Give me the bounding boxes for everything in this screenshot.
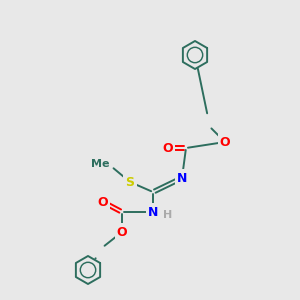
Text: O: O [98,196,108,208]
Text: Me: Me [92,159,110,169]
Text: N: N [177,172,187,184]
Text: O: O [220,136,230,148]
Text: S: S [125,176,134,188]
Text: O: O [163,142,173,154]
Text: H: H [163,210,172,220]
Text: N: N [148,206,158,218]
Text: O: O [117,226,127,238]
